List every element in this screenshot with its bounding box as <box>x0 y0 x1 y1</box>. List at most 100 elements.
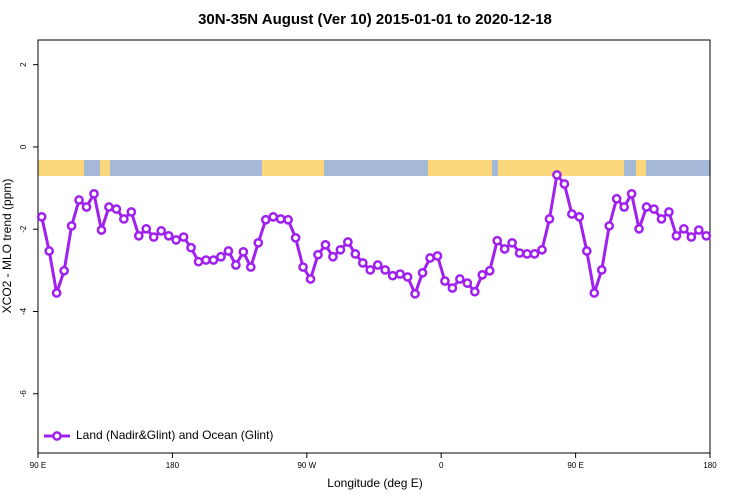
data-point <box>216 251 226 262</box>
data-point <box>36 212 47 222</box>
data-point <box>432 251 443 261</box>
data-point <box>231 260 241 270</box>
legend-marker <box>52 431 62 441</box>
data-point <box>51 288 62 298</box>
data-point <box>649 204 659 214</box>
data-point <box>44 246 55 256</box>
data-point <box>350 249 361 259</box>
data-point <box>260 214 271 225</box>
data-point <box>74 195 84 205</box>
data-point <box>357 258 368 268</box>
y-tick-label: -6 <box>19 390 28 398</box>
data-point <box>559 179 570 189</box>
data-point <box>455 274 465 284</box>
data-point <box>365 265 376 275</box>
data-point <box>89 188 99 199</box>
data-point <box>96 225 107 235</box>
data-point <box>701 230 712 241</box>
data-point <box>268 212 279 222</box>
x-tick-label: 180 <box>166 461 180 470</box>
y-tick-label: 2 <box>19 62 28 67</box>
data-point <box>298 262 308 272</box>
data-point <box>507 237 517 248</box>
data-point <box>484 265 495 276</box>
land-band <box>100 160 110 176</box>
data-point <box>499 244 510 254</box>
data-point <box>671 230 682 241</box>
data-point <box>148 232 159 242</box>
data-point <box>477 270 488 280</box>
x-tick-label: 180 <box>703 461 717 470</box>
x-tick-label: 90 W <box>297 461 316 470</box>
data-point <box>171 235 181 245</box>
data-point <box>119 214 129 224</box>
data-point <box>641 202 652 212</box>
data-point <box>245 262 256 272</box>
data-point <box>440 276 450 286</box>
data-point <box>544 214 555 224</box>
y-tick-label: -4 <box>19 307 28 315</box>
x-tick-label: 90 E <box>567 461 583 470</box>
data-point <box>163 230 174 241</box>
land-band <box>262 160 324 176</box>
data-point <box>104 202 114 212</box>
land-band <box>636 160 646 176</box>
data-point <box>567 209 577 219</box>
data-point <box>111 204 122 214</box>
x-axis-label: Longitude (deg E) <box>327 476 422 490</box>
data-point <box>679 223 689 234</box>
data-point <box>133 230 144 241</box>
data-point <box>417 267 428 278</box>
data-point <box>469 286 480 297</box>
data-point <box>596 265 607 275</box>
chart-title: 30N-35N August (Ver 10) 2015-01-01 to 20… <box>198 11 552 28</box>
data-point <box>253 237 264 248</box>
data-point <box>514 248 525 258</box>
data-point <box>275 214 286 224</box>
y-axis-label: XCO2 - MLO trend (ppm) <box>0 179 14 314</box>
data-point <box>328 251 338 262</box>
data-point <box>552 170 562 180</box>
data-point <box>223 246 234 256</box>
land-band <box>428 160 492 176</box>
data-point <box>141 223 152 234</box>
data-point <box>372 260 383 270</box>
data-point <box>59 265 69 276</box>
data-point <box>290 233 301 243</box>
data-point <box>156 226 167 236</box>
data-point <box>380 265 391 275</box>
data-point <box>589 288 600 298</box>
data-point <box>529 249 540 259</box>
data-point <box>186 242 196 253</box>
land-band <box>38 160 84 176</box>
data-point <box>492 235 503 246</box>
land-ocean-band <box>38 160 710 176</box>
data-point <box>283 214 293 225</box>
data-point <box>320 240 331 250</box>
land-band <box>498 160 624 176</box>
data-point <box>410 288 420 299</box>
data-point <box>335 244 346 255</box>
data-point <box>81 202 92 212</box>
data-point <box>581 246 592 256</box>
data-point <box>305 274 316 284</box>
data-point <box>604 221 615 231</box>
data-point <box>238 246 249 257</box>
data-point <box>664 207 674 217</box>
data-point <box>395 269 405 279</box>
data-point <box>343 237 353 247</box>
data-point <box>537 244 547 255</box>
data-point <box>656 214 667 224</box>
data-point <box>402 272 413 282</box>
data-point <box>611 193 622 204</box>
data-point <box>208 255 219 265</box>
legend-label: Land (Nadir&Glint) and Ocean (Glint) <box>76 428 273 442</box>
data-point <box>462 278 473 288</box>
data-point <box>686 232 697 242</box>
data-point <box>126 207 137 217</box>
data-point <box>522 249 532 259</box>
y-tick-label: 0 <box>19 144 28 149</box>
data-point <box>634 223 644 234</box>
data-point <box>178 232 189 242</box>
